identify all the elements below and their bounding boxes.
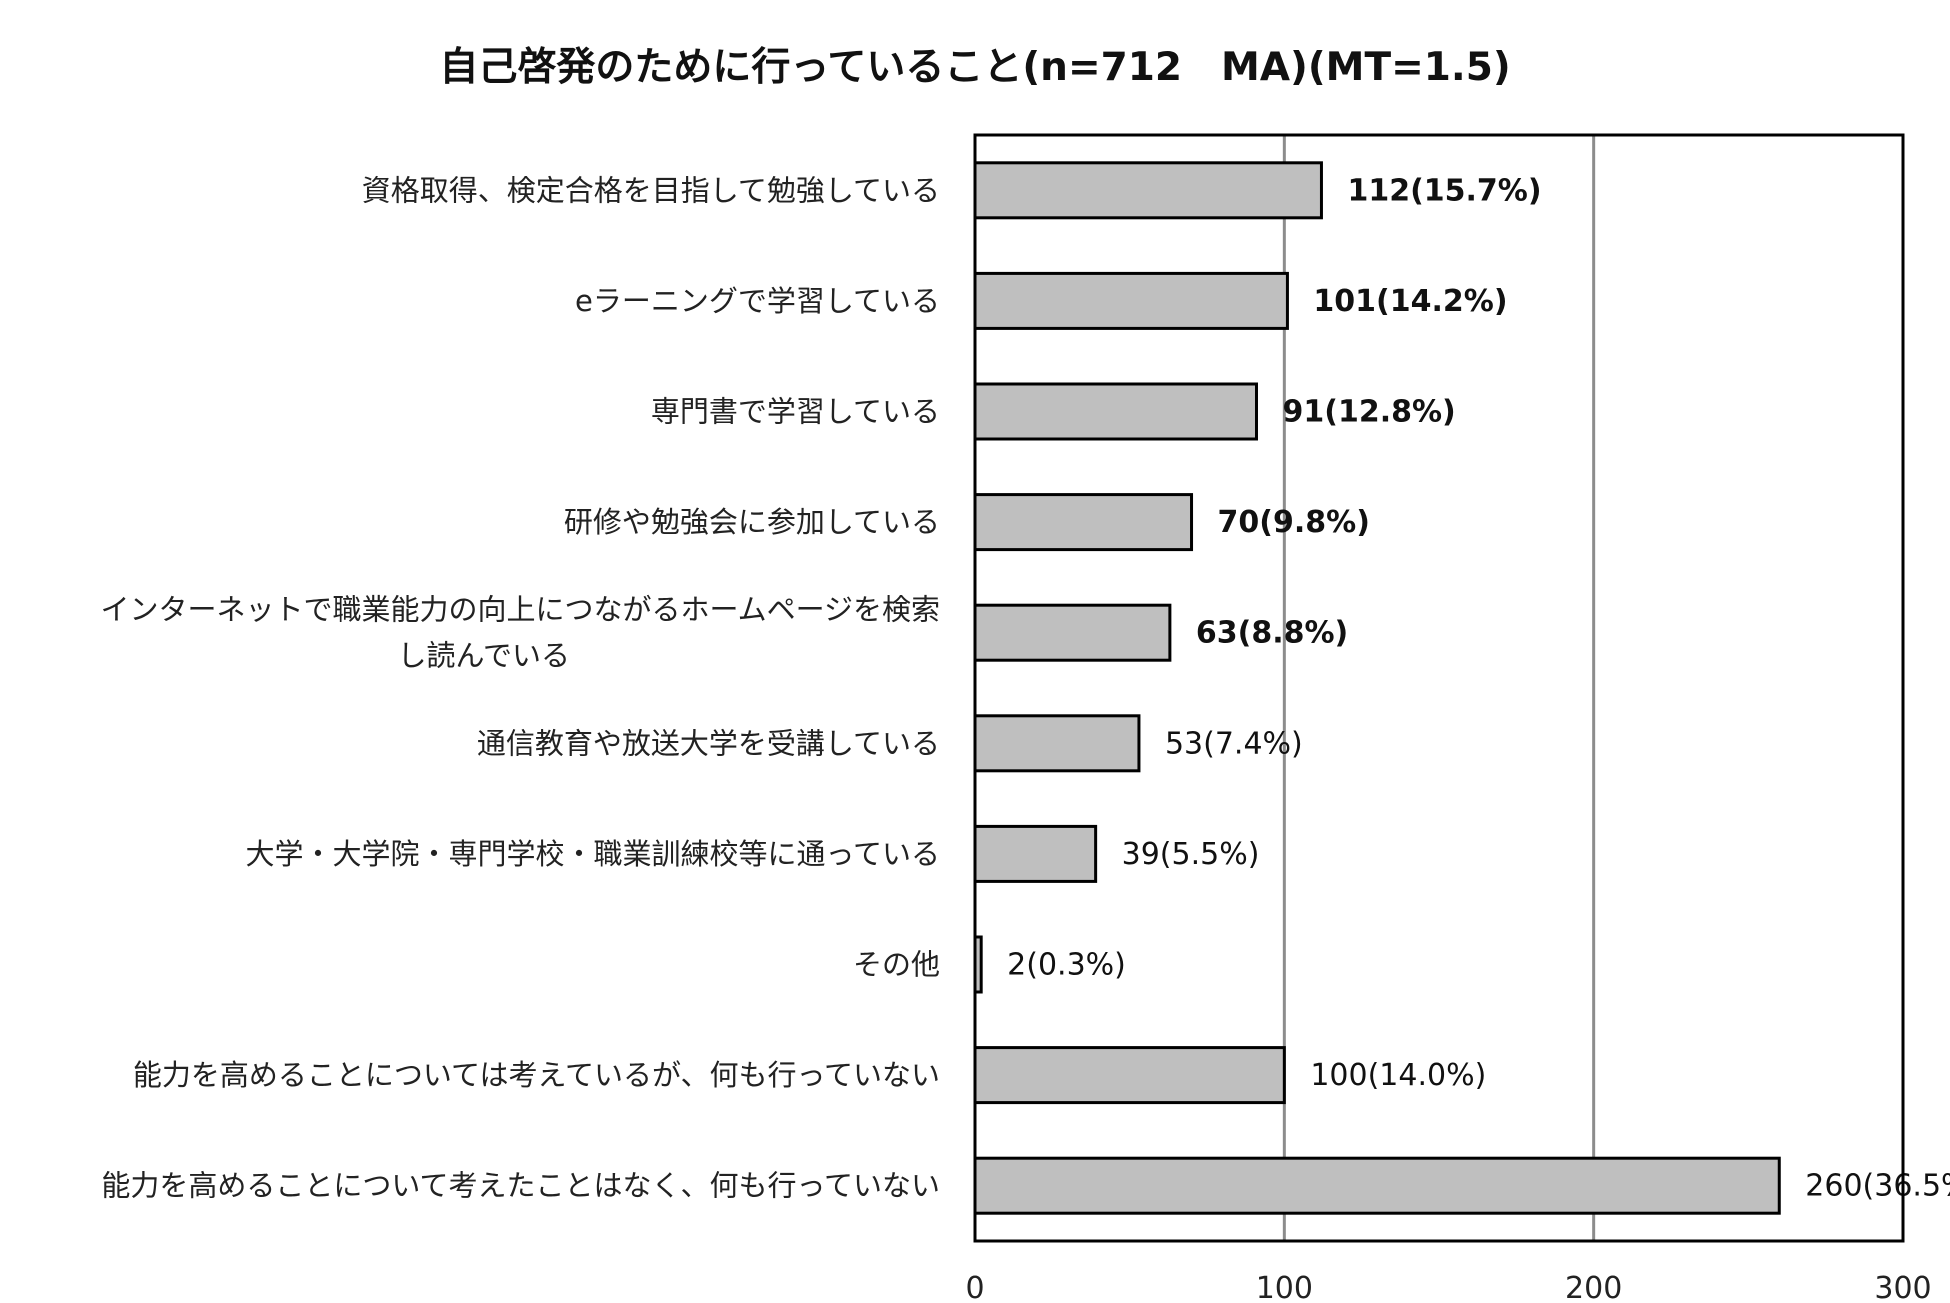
- bar: [973, 493, 1194, 552]
- bar: [973, 161, 1323, 220]
- category-label: 研修や勉強会に参加している: [564, 505, 940, 539]
- data-label: 101(14.2%): [1313, 284, 1507, 319]
- data-label: 100(14.0%): [1310, 1058, 1486, 1093]
- x-tick-label: 300: [1874, 1271, 1931, 1303]
- plot-frame: [973, 133, 1905, 1243]
- category-label: 専門書で学習している: [651, 395, 940, 429]
- data-label: 2(0.3%): [1007, 948, 1126, 983]
- category-label: eラーニングで学習している: [575, 284, 940, 318]
- chart-title: 自己啓発のために行っていること(n=712 MA)(MT=1.5): [439, 45, 1510, 90]
- x-tick-label: 200: [1565, 1271, 1622, 1303]
- bar: [973, 824, 1098, 883]
- data-label: 63(8.8%): [1196, 616, 1348, 651]
- x-tick-label: 100: [1256, 1271, 1313, 1303]
- bar: [973, 382, 1258, 441]
- bar: [973, 1156, 1781, 1215]
- category-label: 資格取得、検定合格を目指して勉強している: [362, 173, 940, 207]
- data-label: 53(7.4%): [1165, 726, 1303, 761]
- data-label: 260(36.5%): [1805, 1169, 1950, 1204]
- data-label: 70(9.8%): [1218, 505, 1370, 540]
- x-tick-label: 0: [965, 1271, 984, 1303]
- category-label: インターネットで職業能力の向上につながるホームページを検索: [100, 593, 940, 627]
- bar: [973, 1046, 1286, 1105]
- category-label: 通信教育や放送大学を受講している: [477, 726, 940, 760]
- category-label: し読んでいる: [397, 639, 570, 673]
- category-label: 能力を高めることについては考えているが、何も行っていない: [133, 1058, 940, 1092]
- data-label: 112(15.7%): [1347, 173, 1541, 208]
- bar: [973, 603, 1172, 662]
- bar: [973, 714, 1141, 773]
- data-label: 91(12.8%): [1282, 395, 1455, 430]
- category-label: 大学・大学院・専門学校・職業訓練校等に通っている: [245, 837, 940, 871]
- bar: [973, 271, 1289, 330]
- category-label: 能力を高めることについて考えたことはなく、何も行っていない: [101, 1169, 940, 1203]
- category-label: その他: [853, 948, 940, 982]
- data-label: 39(5.5%): [1122, 837, 1260, 872]
